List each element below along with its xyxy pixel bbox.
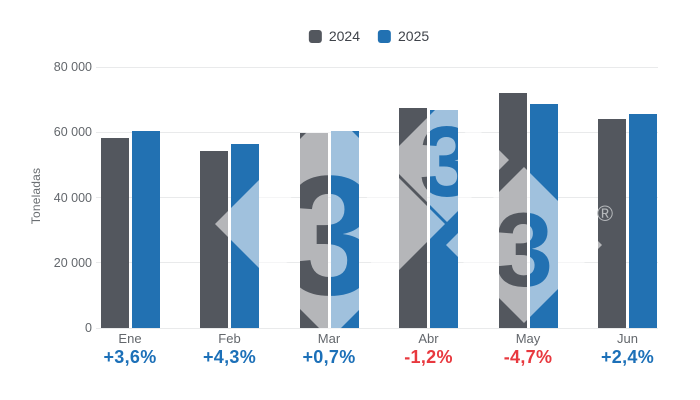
variation-label-may: -4,7%	[503, 347, 553, 367]
gridline-20000	[96, 262, 658, 264]
variation-label-mar: +0,7%	[302, 347, 356, 367]
variation-label-ene: +3,6%	[103, 347, 157, 367]
gridline-60000	[96, 131, 658, 133]
bar-2024-mar[interactable]	[299, 132, 328, 328]
bar-2025-abr[interactable]	[430, 110, 458, 328]
bar-2024-ene[interactable]	[100, 138, 129, 328]
bar-2025-mar[interactable]	[330, 131, 359, 328]
bar-2024-may[interactable]	[498, 92, 527, 328]
x-tick-label-jun: Jun	[617, 331, 638, 346]
bar-2025-may[interactable]	[529, 103, 558, 328]
bar-2025-jun[interactable]	[629, 113, 657, 328]
gridline-0	[96, 327, 658, 329]
bar-2024-abr[interactable]	[399, 107, 427, 328]
y-tick-label: 60 000	[53, 125, 92, 140]
x-tick-label-ene: Ene	[118, 331, 142, 346]
gridline-40000	[96, 197, 658, 198]
x-tick-label-feb: Feb	[218, 331, 241, 346]
variation-label-feb: +4,3%	[202, 347, 257, 367]
gridline-80000	[96, 66, 658, 68]
y-tick-label: 20 000	[53, 255, 92, 270]
bar-2025-feb[interactable]	[231, 143, 259, 328]
variation-label-abr: -1,2%	[404, 347, 453, 367]
x-tick-label-abr: Abr	[418, 331, 439, 346]
x-tick-label-may: May	[515, 331, 541, 346]
variation-label-jun: +2,4%	[600, 347, 655, 367]
y-tick-label: 0	[85, 321, 92, 335]
bar-2025-ene[interactable]	[131, 131, 160, 328]
y-tick-label: 40 000	[53, 190, 92, 205]
bar-2024-jun[interactable]	[598, 118, 626, 328]
y-tick-label: 80 000	[53, 60, 92, 74]
x-tick-label-mar: Mar	[317, 331, 341, 346]
bar-2024-feb[interactable]	[200, 151, 228, 328]
